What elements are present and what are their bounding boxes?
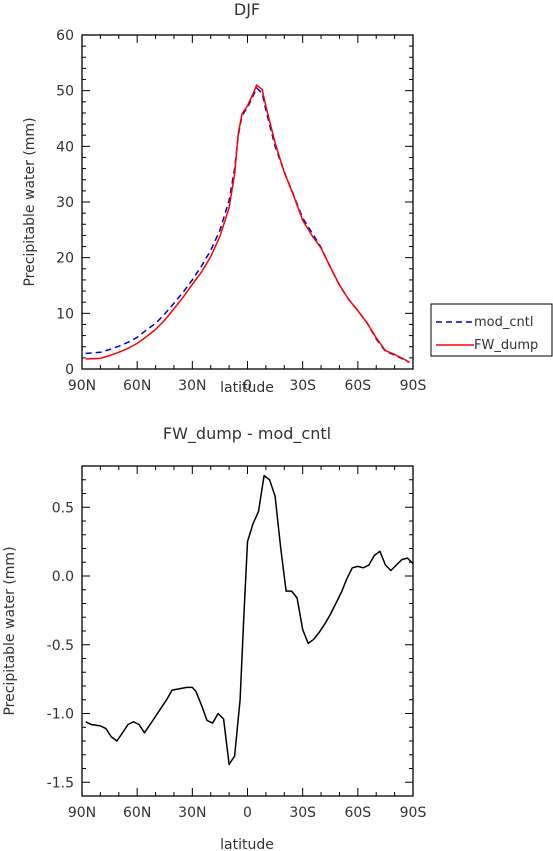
x-tick-label: 60N — [123, 805, 151, 821]
y-tick-label: 30 — [56, 195, 74, 211]
top-chart-title: DJF — [234, 0, 260, 19]
top-series — [85, 84, 410, 363]
top-x-tick-labels: 90N 60N 30N 0 30S 60S 90S — [68, 378, 427, 394]
bottom-y-tick-labels: -1.5 -1.0 -0.5 0.0 0.5 — [47, 500, 74, 791]
y-tick-label: 0.0 — [52, 569, 74, 585]
series-line-fw-dump — [85, 84, 410, 363]
bottom-plot-frame — [81, 465, 414, 797]
x-tick-label: 90S — [400, 378, 427, 394]
y-tick-label: 0.5 — [52, 500, 74, 516]
y-tick-label: 10 — [56, 306, 74, 322]
top-grid-ticks — [81, 34, 414, 370]
x-tick-label: 30N — [178, 378, 206, 394]
x-tick-label: 30S — [289, 805, 316, 821]
bottom-x-axis-label: latitude — [220, 837, 274, 851]
x-tick-label: 90S — [400, 805, 427, 821]
bottom-series — [85, 474, 414, 766]
top-y-axis-label: Precipitable water (mm) — [22, 117, 38, 286]
legend-label-fw-dump: FW_dump — [474, 338, 538, 353]
x-tick-label: 90N — [68, 378, 96, 394]
x-tick-label: 90N — [68, 805, 96, 821]
legend: mod_cntl FW_dump — [430, 303, 553, 357]
y-tick-label: 0 — [65, 362, 74, 378]
bottom-grid-ticks — [81, 465, 414, 797]
x-tick-label: 60S — [344, 378, 371, 394]
bottom-chart: FW_dump - mod_cntl 90N 60N 30N 0 30S 60S 90S -… — [2, 424, 426, 851]
x-tick-label: 60S — [344, 805, 371, 821]
series-line-mod-cntl — [85, 87, 410, 363]
legend-box — [430, 303, 553, 357]
series-line-difference — [85, 474, 414, 766]
x-tick-label: 60N — [123, 378, 151, 394]
x-tick-label: 0 — [243, 378, 252, 394]
bottom-chart-title: FW_dump - mod_cntl — [163, 424, 331, 444]
x-tick-label: 0 — [243, 805, 252, 821]
legend-label-mod-cntl: mod_cntl — [474, 315, 533, 330]
top-y-tick-labels: 0 10 20 30 40 50 60 — [56, 28, 74, 378]
y-tick-label: -1.5 — [47, 775, 74, 791]
y-tick-label: 60 — [56, 28, 74, 44]
y-tick-label: 20 — [56, 251, 74, 267]
top-x-axis-label: latitude — [220, 380, 274, 396]
x-tick-label: 30S — [289, 378, 316, 394]
bottom-y-axis-label: Precipitable water (mm) — [2, 546, 18, 715]
top-chart: DJF 90N 60N 30N 0 30S 60S 90S 0 10 20 30 40 50 60 la… — [22, 0, 553, 396]
y-tick-label: -0.5 — [47, 638, 74, 654]
x-tick-label: 30N — [178, 805, 206, 821]
y-tick-label: 40 — [56, 139, 74, 155]
bottom-x-tick-labels: 90N 60N 30N 0 30S 60S 90S — [68, 805, 427, 821]
y-tick-label: 50 — [56, 84, 74, 100]
y-tick-label: -1.0 — [47, 707, 74, 723]
